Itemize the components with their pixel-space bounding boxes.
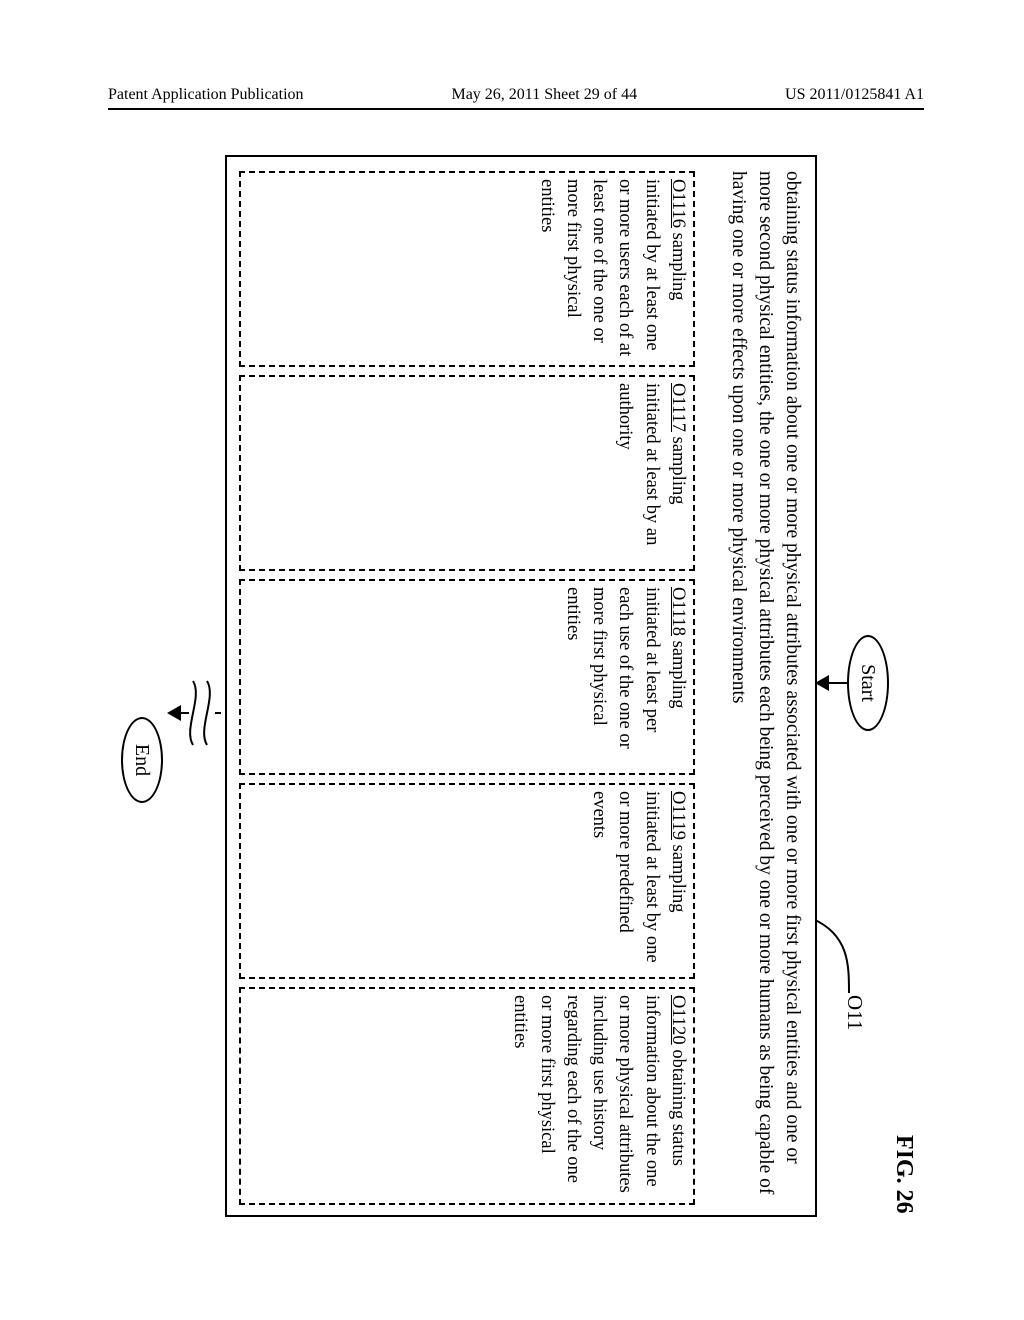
substep-ref-2: O1118 — [668, 587, 688, 636]
substep-ref-3: O1119 — [668, 791, 688, 840]
header-left: Patent Application Publication — [108, 86, 304, 104]
header-right: US 2011/0125841 A1 — [785, 86, 924, 104]
substep-body-4: obtaining status information about the o… — [510, 995, 688, 1193]
substep-box-3: O1119 sampling initiated at least by one… — [239, 783, 695, 979]
figure-label: FIG. 26 — [890, 1135, 917, 1214]
substep-ref-0: O1116 — [668, 179, 688, 228]
substep-box-0: O1116 sampling initiated by at least one… — [239, 171, 695, 367]
header-mid: May 26, 2011 Sheet 29 of 44 — [451, 86, 637, 104]
page-header: Patent Application Publication May 26, 2… — [108, 86, 924, 110]
substep-box-4: O1120 obtaining status information about… — [239, 987, 695, 1205]
end-terminal: End — [121, 717, 163, 803]
substep-box-1: O1117 sampling initiated at least by an … — [239, 375, 695, 571]
figure-landscape: FIG. 26 Start O11 obtaining status infor… — [114, 155, 917, 1217]
main-step-box: obtaining status information about one o… — [225, 155, 817, 1217]
substep-ref-4: O1120 — [668, 995, 688, 1045]
substep-box-2: O1118 sampling initiated at least per ea… — [239, 579, 695, 775]
substep-text-3: O1119 sampling initiated at least by one… — [586, 791, 691, 973]
start-label: Start — [857, 664, 879, 702]
substep-text-0: O1116 sampling initiated by at least one… — [533, 179, 691, 361]
substep-text-4: O1120 obtaining status information about… — [507, 995, 691, 1199]
flow-break-icon — [165, 663, 221, 763]
substep-text-1: O1117 sampling initiated at least by an … — [612, 383, 691, 565]
substep-ref-1: O1117 — [668, 383, 688, 432]
substep-body-0: sampling initiated by at least one or mo… — [537, 179, 688, 356]
start-terminal: Start — [847, 635, 889, 731]
arrow-start-line — [827, 682, 847, 684]
arrow-start-head — [815, 675, 829, 691]
end-label: End — [131, 744, 153, 776]
step-ref: O11 — [842, 995, 867, 1030]
figure-region: FIG. 26 Start O11 obtaining status infor… — [114, 155, 917, 1217]
substep-text-2: O1118 sampling initiated at least per ea… — [560, 587, 691, 769]
page: Patent Application Publication May 26, 2… — [0, 0, 1024, 1320]
main-step-text: obtaining status information about one o… — [724, 171, 805, 1201]
